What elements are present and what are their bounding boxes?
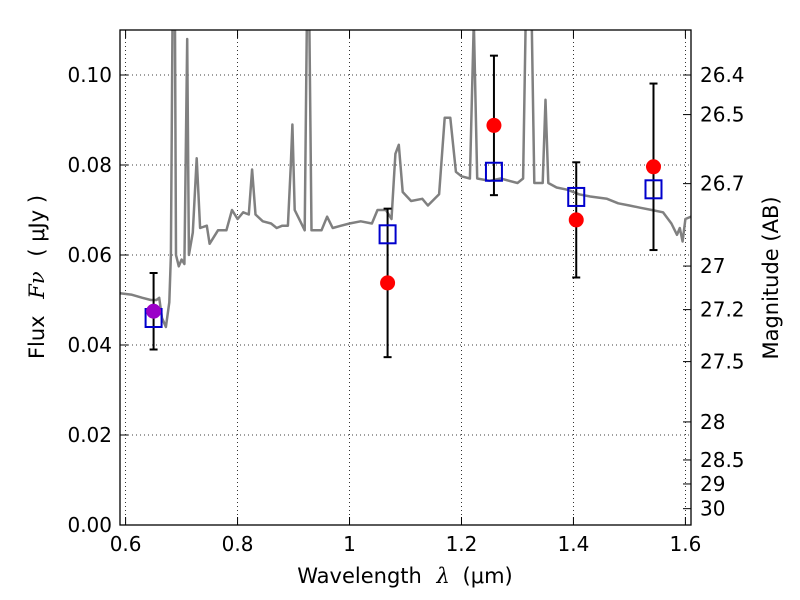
magnitude-tick-label: 26.4 [700,63,745,87]
observed-circle-point [146,303,162,319]
observed-circle-point [380,275,396,291]
x-axis-ticks: 0.6 0.8 1 1.2 1.4 1.6 [110,30,701,556]
y-tick-label: 0.08 [67,153,112,177]
model-square-point [567,186,586,207]
model-square-point [644,179,663,200]
x-tick-label: 0.6 [110,532,142,556]
magnitude-tick-label: 26.5 [700,103,745,127]
model-spectrum-line [120,30,691,329]
observed-circle-point [645,159,661,175]
x-tick-label: 1.2 [446,532,478,556]
plot-background [120,30,691,525]
observed-circle-point [568,212,584,228]
x-axis-title: Wavelength λ (μm) [297,564,512,588]
x-tick-label: 1.4 [558,532,590,556]
magnitude-tick-label: 26.7 [700,172,745,196]
magnitude-tick-label: 27.2 [700,298,745,322]
plot-frame [119,29,692,526]
y-axis-ticks: 0.00 0.02 0.04 0.06 0.08 0.10 [67,63,128,537]
grid-lines [120,30,691,525]
y-axis-title: Flux Fν ( μJy ) [25,195,49,359]
y-tick-label: 0.06 [67,243,112,267]
magnitude-axis-title: Magnitude (AB) [759,196,783,359]
y-tick-label: 0.10 [67,63,112,87]
model-square-point [484,161,503,182]
observed-circle-markers [146,117,661,319]
y-tick-label: 0.02 [67,423,112,447]
magnitude-tick-label: 28 [700,410,725,434]
x-tick-label: 0.8 [222,532,254,556]
x-tick-label: 1.6 [669,532,701,556]
observed-circle-point [486,117,502,133]
magnitude-tick-label: 28.5 [700,448,745,472]
model-square-markers [144,161,663,328]
y-tick-label: 0.04 [67,333,112,357]
x-tick-label: 1 [343,532,356,556]
y-tick-label: 0.00 [67,513,112,537]
magnitude-tick-label: 27.5 [700,350,745,374]
magnitude-tick-label: 27 [700,254,725,278]
model-square-point [378,224,397,245]
magnitude-tick-label: 30 [700,497,725,521]
magnitude-tick-label: 29 [700,472,725,496]
